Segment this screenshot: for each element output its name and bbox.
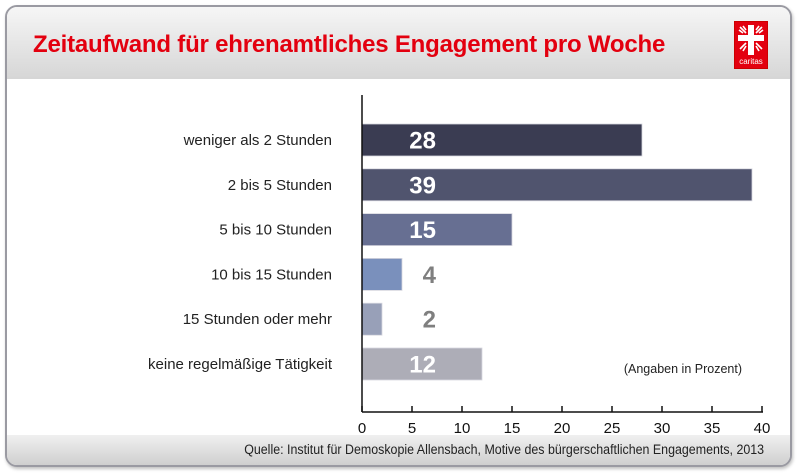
source-note: Quelle: Institut für Demoskopie Allensba… bbox=[244, 442, 764, 457]
tick-label: 20 bbox=[554, 420, 571, 437]
category-label: 2 bis 5 Stunden bbox=[228, 177, 332, 194]
tick-label: 10 bbox=[454, 420, 471, 437]
value-label: 12 bbox=[409, 352, 436, 379]
chart-title: Zeitaufwand für ehrenamtliches Engagemen… bbox=[33, 31, 666, 58]
category-labels: weniger als 2 Stunden 2 bis 5 Stunden 5 bi… bbox=[148, 132, 333, 373]
category-label: 10 bis 15 Stunden bbox=[211, 266, 332, 283]
value-label: 4 bbox=[423, 262, 437, 289]
value-labels: 28 39 15 4 2 12 bbox=[409, 128, 436, 379]
value-label: 39 bbox=[409, 172, 436, 199]
bar-4 bbox=[361, 302, 383, 336]
category-label: 15 Stunden oder mehr bbox=[183, 311, 332, 328]
value-label: 2 bbox=[423, 307, 436, 334]
value-label: 28 bbox=[409, 128, 436, 155]
category-label: 5 bis 10 Stunden bbox=[219, 222, 332, 239]
category-label: weniger als 2 Stunden bbox=[183, 132, 332, 149]
tick-label: 25 bbox=[604, 420, 621, 437]
caritas-logo: caritas bbox=[734, 21, 768, 69]
tick-label: 15 bbox=[504, 420, 521, 437]
chart-frame: Zeitaufwand für ehrenamtliches Engagemen… bbox=[5, 5, 792, 467]
footer-bar: Quelle: Institut für Demoskopie Allensba… bbox=[7, 435, 790, 465]
bar-2 bbox=[361, 213, 513, 247]
header-bar: Zeitaufwand für ehrenamtliches Engagemen… bbox=[7, 7, 790, 79]
caritas-cross-icon: caritas bbox=[738, 25, 764, 66]
bars bbox=[361, 123, 753, 381]
x-axis-ticks: 0 5 10 15 20 25 30 35 40 bbox=[358, 406, 771, 437]
tick-label: 5 bbox=[408, 420, 416, 437]
tick-label: 30 bbox=[654, 420, 671, 437]
bar-3 bbox=[361, 257, 403, 291]
tick-label: 40 bbox=[754, 420, 771, 437]
value-label: 15 bbox=[409, 217, 436, 244]
unit-note: (Angaben in Prozent) bbox=[624, 362, 742, 376]
tick-label: 0 bbox=[358, 420, 366, 437]
bar-0 bbox=[361, 123, 643, 157]
tick-label: 35 bbox=[704, 420, 721, 437]
category-label: keine regelmäßige Tätigkeit bbox=[148, 356, 333, 373]
logo-text: caritas bbox=[739, 57, 763, 66]
